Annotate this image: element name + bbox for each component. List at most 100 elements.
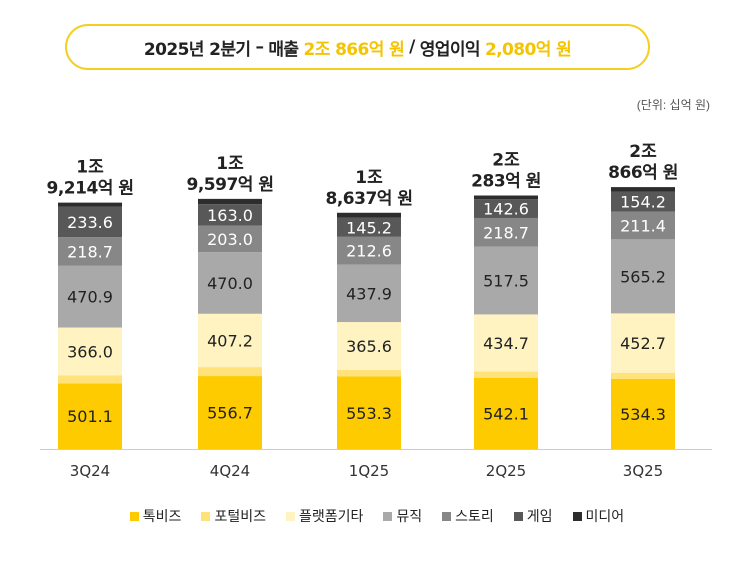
data-label: 542.1 <box>483 404 529 423</box>
data-label: 233.6 <box>67 213 113 232</box>
data-label: 501.1 <box>67 407 113 426</box>
total-label-line2: 866억 원 <box>608 163 678 183</box>
title-revenue-label: 매출 <box>268 39 299 60</box>
bar-segment <box>198 198 262 205</box>
bar-segment <box>337 264 401 323</box>
total-label-line2: 9,214억 원 <box>47 179 134 199</box>
title-op-label: 영업이익 <box>419 39 481 60</box>
data-label: 437.9 <box>346 284 392 303</box>
legend-item: 미디어 <box>572 506 625 526</box>
total-label-line1: 1조 <box>355 168 383 188</box>
legend-label: 미디어 <box>585 509 625 525</box>
data-label: 211.4 <box>620 217 666 236</box>
bar-segment <box>337 369 401 377</box>
x-tick-label: 1Q25 <box>349 462 389 480</box>
data-label: 154.2 <box>620 193 666 212</box>
bar-segment <box>58 375 122 384</box>
bar-segment <box>337 236 401 265</box>
legend-swatch <box>442 511 452 521</box>
title-revenue-value: 2조 866억 원 <box>303 39 405 60</box>
bar-segment <box>474 371 538 378</box>
bar-segment <box>474 217 538 247</box>
title-op-value: 2,080억 원 <box>484 39 572 60</box>
total-label-line1: 1조 <box>76 158 104 178</box>
data-label: 470.0 <box>207 274 253 293</box>
total-label-line1: 1조 <box>216 154 244 174</box>
bar-segment <box>611 379 675 449</box>
data-label: 212.6 <box>346 242 392 261</box>
total-label-line2: 9,597억 원 <box>187 175 274 195</box>
legend-swatch <box>201 511 211 521</box>
data-label: 452.7 <box>620 334 666 353</box>
title-separator: / <box>409 37 415 57</box>
legend-swatch <box>129 511 139 521</box>
legend-item: 포털비즈 <box>201 506 266 526</box>
data-label: 163.0 <box>207 206 253 225</box>
bar-segment <box>198 204 262 226</box>
title-period: 2025년 2분기 <box>143 39 251 60</box>
bar-segment <box>198 367 262 377</box>
bar-segment <box>337 322 401 370</box>
x-tick-label: 3Q24 <box>70 462 110 480</box>
legend-swatch <box>513 511 523 521</box>
data-label: 565.2 <box>620 267 666 286</box>
chart-title: 2025년 2분기 – 매출 2조 866억 원 / 영업이익 2,080억 원 <box>65 24 650 70</box>
bar-segment <box>337 376 401 449</box>
bar-segment <box>611 239 675 314</box>
legend-item: 스토리 <box>442 506 494 526</box>
bar-segment <box>474 314 538 372</box>
bar-segment <box>198 376 262 449</box>
data-label: 218.7 <box>67 242 113 261</box>
bar-segment <box>58 237 122 266</box>
title-dash: – <box>255 37 264 57</box>
total-label-line1: 2조 <box>629 142 657 162</box>
unit-label: (단위: 십억 원) <box>636 98 710 112</box>
bar-segment <box>611 211 675 240</box>
data-label: 366.0 <box>67 342 113 361</box>
legend-swatch <box>285 511 295 521</box>
bar-segment <box>474 377 538 449</box>
data-label: 434.7 <box>483 334 529 353</box>
total-label-line2: 8,637억 원 <box>326 189 413 209</box>
bar-segment <box>198 225 262 253</box>
legend-label: 포털비즈 <box>214 509 266 525</box>
data-label: 553.3 <box>346 404 392 423</box>
data-label: 470.9 <box>67 288 113 307</box>
chart-legend: 톡비즈 포털비즈 플랫폼기타 뮤직 스토리 게임 미디어 <box>0 506 754 526</box>
bar-segment <box>58 265 122 328</box>
data-label: 517.5 <box>483 272 529 291</box>
bar-segment <box>58 206 122 238</box>
legend-label: 뮤직 <box>396 509 423 525</box>
x-tick-label: 4Q24 <box>210 462 250 480</box>
legend-item: 플랫폼기타 <box>285 506 364 526</box>
x-tick-label: 2Q25 <box>486 462 526 480</box>
bar-segment <box>198 252 262 314</box>
x-tick-label: 3Q25 <box>623 462 663 480</box>
legend-swatch <box>572 511 582 521</box>
total-label-line1: 2조 <box>492 151 520 171</box>
legend-label: 톡비즈 <box>142 509 182 525</box>
legend-label: 게임 <box>526 509 553 525</box>
bar-segment <box>337 212 401 218</box>
bar-segment <box>611 187 675 192</box>
bar-segment <box>474 195 538 200</box>
data-label: 365.6 <box>346 337 392 356</box>
data-label: 142.6 <box>483 200 529 219</box>
data-label: 218.7 <box>483 223 529 242</box>
bar-segment <box>611 372 675 380</box>
data-label: 145.2 <box>346 218 392 237</box>
data-label: 203.0 <box>207 230 253 249</box>
data-label: 556.7 <box>207 404 253 423</box>
legend-item: 톡비즈 <box>129 506 182 526</box>
data-label: 534.3 <box>620 405 666 424</box>
bar-segment <box>474 246 538 315</box>
legend-item: 뮤직 <box>383 506 422 526</box>
legend-label: 스토리 <box>455 509 494 525</box>
data-label: 407.2 <box>207 331 253 350</box>
bar-segment <box>58 327 122 376</box>
legend-label: 플랫폼기타 <box>298 509 364 525</box>
bar-segment <box>337 217 401 237</box>
legend-swatch <box>383 511 393 521</box>
bar-segment <box>58 202 122 207</box>
